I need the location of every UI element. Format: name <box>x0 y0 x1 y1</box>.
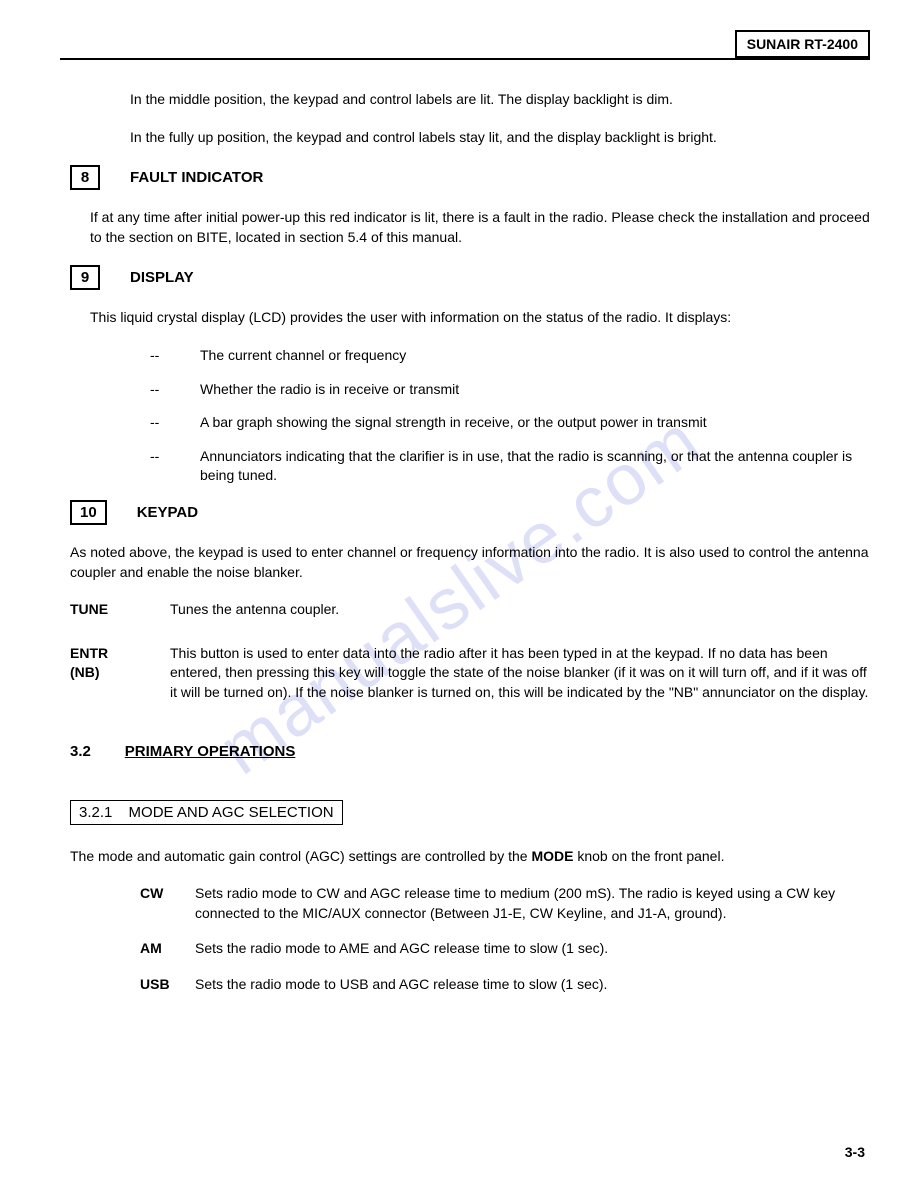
section-3-2: 3.2 PRIMARY OPERATIONS <box>70 743 870 760</box>
section-9-intro: This liquid crystal display (LCD) provid… <box>90 308 870 328</box>
section-9-num: 9 <box>70 265 100 290</box>
entr-label-2: (NB) <box>70 664 100 680</box>
mode-cw: CW Sets radio mode to CW and AGC release… <box>140 884 870 923</box>
list-text: The current channel or frequency <box>200 346 870 366</box>
list-item: -- A bar graph showing the signal streng… <box>150 413 870 433</box>
header-rule <box>60 58 870 60</box>
section-3-2-1-num: 3.2.1 <box>79 804 112 821</box>
list-dash: -- <box>150 413 200 433</box>
def-tune-term: TUNE <box>70 600 170 620</box>
intro-bold: MODE <box>531 848 573 864</box>
def-tune-text: Tunes the antenna coupler. <box>170 600 870 620</box>
list-text: A bar graph showing the signal strength … <box>200 413 870 433</box>
section-3-2-1-box: 3.2.1 MODE AND AGC SELECTION <box>70 800 343 825</box>
section-3-2-num: 3.2 <box>70 743 91 760</box>
list-item: -- Whether the radio is in receive or tr… <box>150 380 870 400</box>
intro-post: knob on the front panel. <box>573 848 724 864</box>
section-9-title: DISPLAY <box>130 269 194 286</box>
def-tune: TUNE Tunes the antenna coupler. <box>70 600 870 620</box>
list-dash: -- <box>150 380 200 400</box>
list-dash: -- <box>150 447 200 486</box>
section-9-header: 9 DISPLAY <box>70 265 870 290</box>
section-8-title: FAULT INDICATOR <box>130 169 263 186</box>
mode-cw-label: CW <box>140 884 195 923</box>
mode-usb-desc: Sets the radio mode to USB and AGC relea… <box>195 975 870 995</box>
def-entr: ENTR (NB) This button is used to enter d… <box>70 644 870 703</box>
mode-am: AM Sets the radio mode to AME and AGC re… <box>140 939 870 959</box>
entr-label-1: ENTR <box>70 645 108 661</box>
section-10-title: KEYPAD <box>137 504 198 521</box>
header-model-box: SUNAIR RT-2400 <box>735 30 870 58</box>
list-item: -- Annunciators indicating that the clar… <box>150 447 870 486</box>
def-entr-text: This button is used to enter data into t… <box>170 644 870 703</box>
section-8-num: 8 <box>70 165 100 190</box>
section-3-2-1-title: MODE AND AGC SELECTION <box>129 804 334 821</box>
def-entr-term: ENTR (NB) <box>70 644 170 703</box>
list-dash: -- <box>150 346 200 366</box>
page-number: 3-3 <box>845 1144 865 1160</box>
mode-usb: USB Sets the radio mode to USB and AGC r… <box>140 975 870 995</box>
section-8-header: 8 FAULT INDICATOR <box>70 165 870 190</box>
intro-p1: In the middle position, the keypad and c… <box>130 90 870 110</box>
section-3-2-title: PRIMARY OPERATIONS <box>125 743 296 760</box>
intro-pre: The mode and automatic gain control (AGC… <box>70 848 531 864</box>
mode-usb-label: USB <box>140 975 195 995</box>
section-10-intro: As noted above, the keypad is used to en… <box>70 543 870 582</box>
section-10-num: 10 <box>70 500 107 525</box>
intro-p2: In the fully up position, the keypad and… <box>130 128 870 148</box>
mode-am-desc: Sets the radio mode to AME and AGC relea… <box>195 939 870 959</box>
list-text: Whether the radio is in receive or trans… <box>200 380 870 400</box>
list-text: Annunciators indicating that the clarifi… <box>200 447 870 486</box>
section-10-header: 10 KEYPAD <box>70 500 870 525</box>
mode-am-label: AM <box>140 939 195 959</box>
mode-cw-desc: Sets radio mode to CW and AGC release ti… <box>195 884 870 923</box>
section-8-body: If at any time after initial power-up th… <box>90 208 870 247</box>
list-item: -- The current channel or frequency <box>150 346 870 366</box>
section-3-2-1-intro: The mode and automatic gain control (AGC… <box>70 847 870 867</box>
